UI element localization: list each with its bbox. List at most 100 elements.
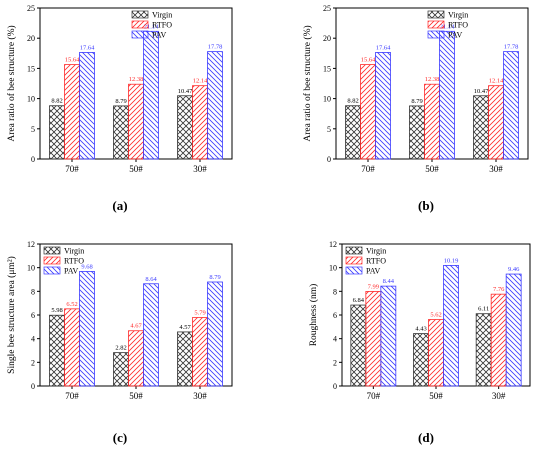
x-tick-label: 50# <box>129 164 143 174</box>
data-label-virgin: 4.43 <box>415 326 426 333</box>
data-label-pav: 10.19 <box>444 257 459 264</box>
legend-label-pav: PAV <box>152 31 166 40</box>
y-axis-label: Roughness (nm) <box>308 284 319 347</box>
y-axis-label: Area ratio of bee structure (%) <box>302 25 313 141</box>
panel-caption-d: (d) <box>418 430 434 445</box>
data-label-rtfo: 4.67 <box>130 323 142 330</box>
bar-pav <box>79 52 95 160</box>
y-tick-label: 15 <box>323 64 331 73</box>
legend-swatch-virgin <box>345 246 363 255</box>
y-tick-label: 0 <box>327 155 331 164</box>
y-tick-label: 10 <box>27 264 35 273</box>
bar-virgin <box>350 304 367 387</box>
bar-rtfo <box>424 83 440 160</box>
y-tick-label: 15 <box>27 64 35 73</box>
legend-swatch-rtfo <box>131 20 149 29</box>
data-label-pav: 8.79 <box>209 274 220 281</box>
bar-rtfo <box>128 330 144 387</box>
data-label-pav: 17.78 <box>208 44 223 51</box>
bar-rtfo <box>365 291 382 387</box>
data-label-virgin: 2.82 <box>115 345 126 352</box>
legend-swatch-pav <box>43 266 61 275</box>
data-label-pav: 21.14 <box>144 23 159 30</box>
y-tick-label: 2 <box>333 358 337 367</box>
data-label-pav: 8.44 <box>383 278 395 285</box>
data-label-rtfo: 12.38 <box>129 76 144 83</box>
bar-rtfo <box>128 83 144 160</box>
legend-swatch-rtfo <box>427 20 445 29</box>
data-label-rtfo: 12.14 <box>193 78 208 85</box>
data-label-virgin: 8.79 <box>411 98 422 105</box>
panel-caption-c: (c) <box>112 430 128 445</box>
x-tick-label: 30# <box>193 164 207 174</box>
legend-label-pav: PAV <box>448 31 462 40</box>
bar-virgin <box>413 333 429 387</box>
y-tick-label: 20 <box>323 34 331 43</box>
x-tick-label: 30# <box>489 164 503 174</box>
bar-rtfo <box>360 64 376 160</box>
bar-virgin <box>113 105 129 160</box>
chart-panel-c: 0 2 4 6 8 10 12 Single bee structure area (μm²)… <box>6 240 233 401</box>
y-tick-label: 12 <box>329 240 337 249</box>
y-tick-label: 12 <box>27 240 35 249</box>
data-label-virgin: 8.82 <box>51 98 62 105</box>
x-tick-label: 50# <box>129 391 143 401</box>
legend-swatch-virgin <box>43 246 61 255</box>
data-label-pav: 9.46 <box>508 266 520 273</box>
legend-swatch-pav <box>427 30 445 39</box>
legend-swatch-pav <box>131 30 149 39</box>
legend-swatch-rtfo <box>43 256 61 265</box>
data-label-pav: 17.78 <box>504 44 519 51</box>
data-label-pav: 17.64 <box>376 44 391 51</box>
y-tick-label: 20 <box>27 34 35 43</box>
data-label-virgin: 8.79 <box>115 98 126 105</box>
bar-virgin <box>409 105 425 160</box>
y-tick-label: 5 <box>327 125 331 134</box>
legend-label-pav: PAV <box>64 267 78 276</box>
legend-label-rtfo: RTFO <box>448 21 468 30</box>
bar-virgin <box>49 105 65 160</box>
y-tick-label: 0 <box>31 155 35 164</box>
x-tick-label: 50# <box>425 164 439 174</box>
data-label-rtfo: 7.99 <box>368 283 379 290</box>
y-tick-label: 10 <box>27 95 35 104</box>
data-label-pav: 9.68 <box>81 263 92 270</box>
data-label-pav: 21.14 <box>440 23 455 30</box>
bar-pav <box>79 271 95 387</box>
bar-virgin <box>177 331 193 387</box>
y-tick-label: 8 <box>31 287 35 296</box>
data-label-rtfo: 15.64 <box>65 57 80 64</box>
legend-label-virgin: Virgin <box>152 11 172 20</box>
x-tick-label: 50# <box>429 391 443 401</box>
y-axis-label: Single bee structure area (μm²) <box>6 256 17 374</box>
y-tick-label: 6 <box>31 311 35 320</box>
y-tick-label: 6 <box>333 311 337 320</box>
data-label-virgin: 8.82 <box>347 98 358 105</box>
data-label-rtfo: 12.38 <box>425 76 440 83</box>
data-label-rtfo: 12.14 <box>489 78 504 85</box>
y-tick-label: 8 <box>333 287 337 296</box>
legend-label-virgin: Virgin <box>64 247 84 256</box>
data-label-virgin: 5.98 <box>51 307 62 314</box>
bar-virgin <box>345 105 361 160</box>
data-label-virgin: 6.84 <box>353 297 365 304</box>
y-tick-label: 4 <box>31 335 35 344</box>
x-tick-label: 30# <box>193 391 207 401</box>
y-tick-label: 10 <box>329 264 337 273</box>
y-tick-label: 10 <box>323 95 331 104</box>
bar-rtfo <box>490 293 507 387</box>
bar-virgin <box>113 352 129 387</box>
bar-rtfo <box>428 319 444 387</box>
legend-swatch-rtfo <box>345 256 363 265</box>
bar-rtfo <box>64 64 80 160</box>
y-tick-label: 0 <box>31 382 35 391</box>
bar-rtfo <box>64 308 80 387</box>
legend-label-virgin: Virgin <box>448 11 468 20</box>
y-tick-label: 0 <box>333 382 337 391</box>
bar-virgin <box>475 313 492 387</box>
bar-pav <box>439 30 455 160</box>
